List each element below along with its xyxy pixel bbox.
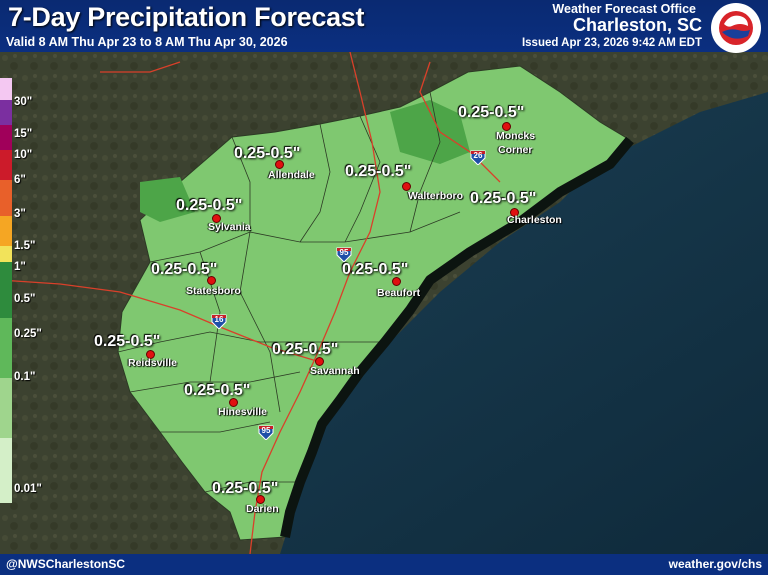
issued-time: Issued Apr 23, 2026 9:42 AM EDT: [521, 37, 702, 49]
legend-label: 1.5": [14, 240, 36, 252]
nws-seal-logo: [711, 3, 761, 53]
city-dot-walterboro: [402, 182, 411, 191]
city-label-moncks: Moncks: [496, 130, 536, 142]
legend-label: 0.5": [14, 293, 36, 305]
city-label-charleston: Charleston: [507, 214, 562, 226]
amount-label-darien: 0.25-0.5": [212, 480, 279, 497]
amount-label-statesboro: 0.25-0.5": [151, 261, 218, 278]
city-dot-allendale: [275, 160, 284, 169]
amount-label-charleston: 0.25-0.5": [470, 190, 537, 207]
city-dot-reidsville: [146, 350, 155, 359]
legend-label: 15": [14, 128, 33, 140]
interstate-shield-icon: 26: [470, 149, 486, 166]
website-link[interactable]: weather.gov/chs: [668, 557, 762, 571]
amount-label-walterboro: 0.25-0.5": [345, 163, 412, 180]
amount-label-moncks-corner: 0.25-0.5": [458, 104, 525, 121]
legend-colorbar: [0, 78, 12, 503]
legend-label: 0.25": [14, 328, 42, 340]
wfo-label: Weather Forecast Office: [552, 2, 696, 16]
city-dot-statesboro: [207, 276, 216, 285]
coastline: [280, 136, 634, 538]
legend-label: 1": [14, 261, 26, 273]
city-label-darien: Darien: [246, 503, 279, 515]
interstate-shield-icon: 95: [258, 424, 274, 441]
amount-label-hinesville: 0.25-0.5": [184, 382, 251, 399]
amount-label-savannah: 0.25-0.5": [272, 341, 339, 358]
social-handle: @NWSCharlestonSC: [6, 557, 126, 571]
header-bar: 7-Day Precipitation Forecast Valid 8 AM …: [0, 0, 768, 52]
heavier-precip-area: [390, 100, 470, 164]
interstate-shield-icon: 16: [211, 313, 227, 330]
city-dot-darien: [256, 495, 265, 504]
city-dot-savannah: [315, 357, 324, 366]
city-label-beaufort: Beaufort: [377, 287, 421, 299]
legend-label: 3": [14, 208, 26, 220]
city-label-reidsville: Reidsville: [128, 357, 178, 369]
forecast-map: [0, 52, 768, 554]
valid-period: Valid 8 AM Thu Apr 23 to 8 AM Thu Apr 30…: [6, 35, 288, 49]
amount-label-allendale: 0.25-0.5": [234, 145, 301, 162]
amount-label-sylvania: 0.25-0.5": [176, 197, 243, 214]
city-label-savannah: Savannah: [310, 365, 360, 377]
interstate-shield-icon: 95: [336, 246, 352, 263]
heavier-precip-area-west: [140, 177, 195, 222]
legend-label: 30": [14, 96, 33, 108]
legend-label: 10": [14, 149, 33, 161]
city-dot-moncks-corner: [502, 122, 511, 131]
county-lines: [117, 91, 461, 493]
amount-label-beaufort: 0.25-0.5": [342, 261, 409, 278]
city-label-allendale: Allendale: [268, 169, 315, 181]
legend-label: 0.01": [14, 483, 42, 495]
city-label-statesboro: Statesboro: [186, 285, 241, 297]
city-label-hinesville: Hinesville: [218, 406, 268, 418]
city-dot-charleston: [510, 208, 519, 217]
legend-label: 6": [14, 174, 26, 186]
amount-label-reidsville: 0.25-0.5": [94, 333, 161, 350]
legend-label: 0.1": [14, 371, 36, 383]
city-label-walterboro: Walterboro: [408, 190, 464, 202]
office-name: Charleston, SC: [572, 15, 702, 35]
city-dot-sylvania: [212, 214, 221, 223]
city-dot-beaufort: [392, 277, 401, 286]
city-label-corner: Corner: [498, 144, 533, 156]
footer-bar: @NWSCharlestonSC weather.gov/chs: [0, 554, 768, 575]
city-dot-hinesville: [229, 398, 238, 407]
precip-legend: 30" 15" 10" 6" 3" 1.5" 1" 0.5" 0.25" 0.1…: [0, 78, 44, 503]
city-label-sylvania: Sylvania: [208, 221, 251, 233]
map-title: 7-Day Precipitation Forecast: [8, 2, 365, 32]
